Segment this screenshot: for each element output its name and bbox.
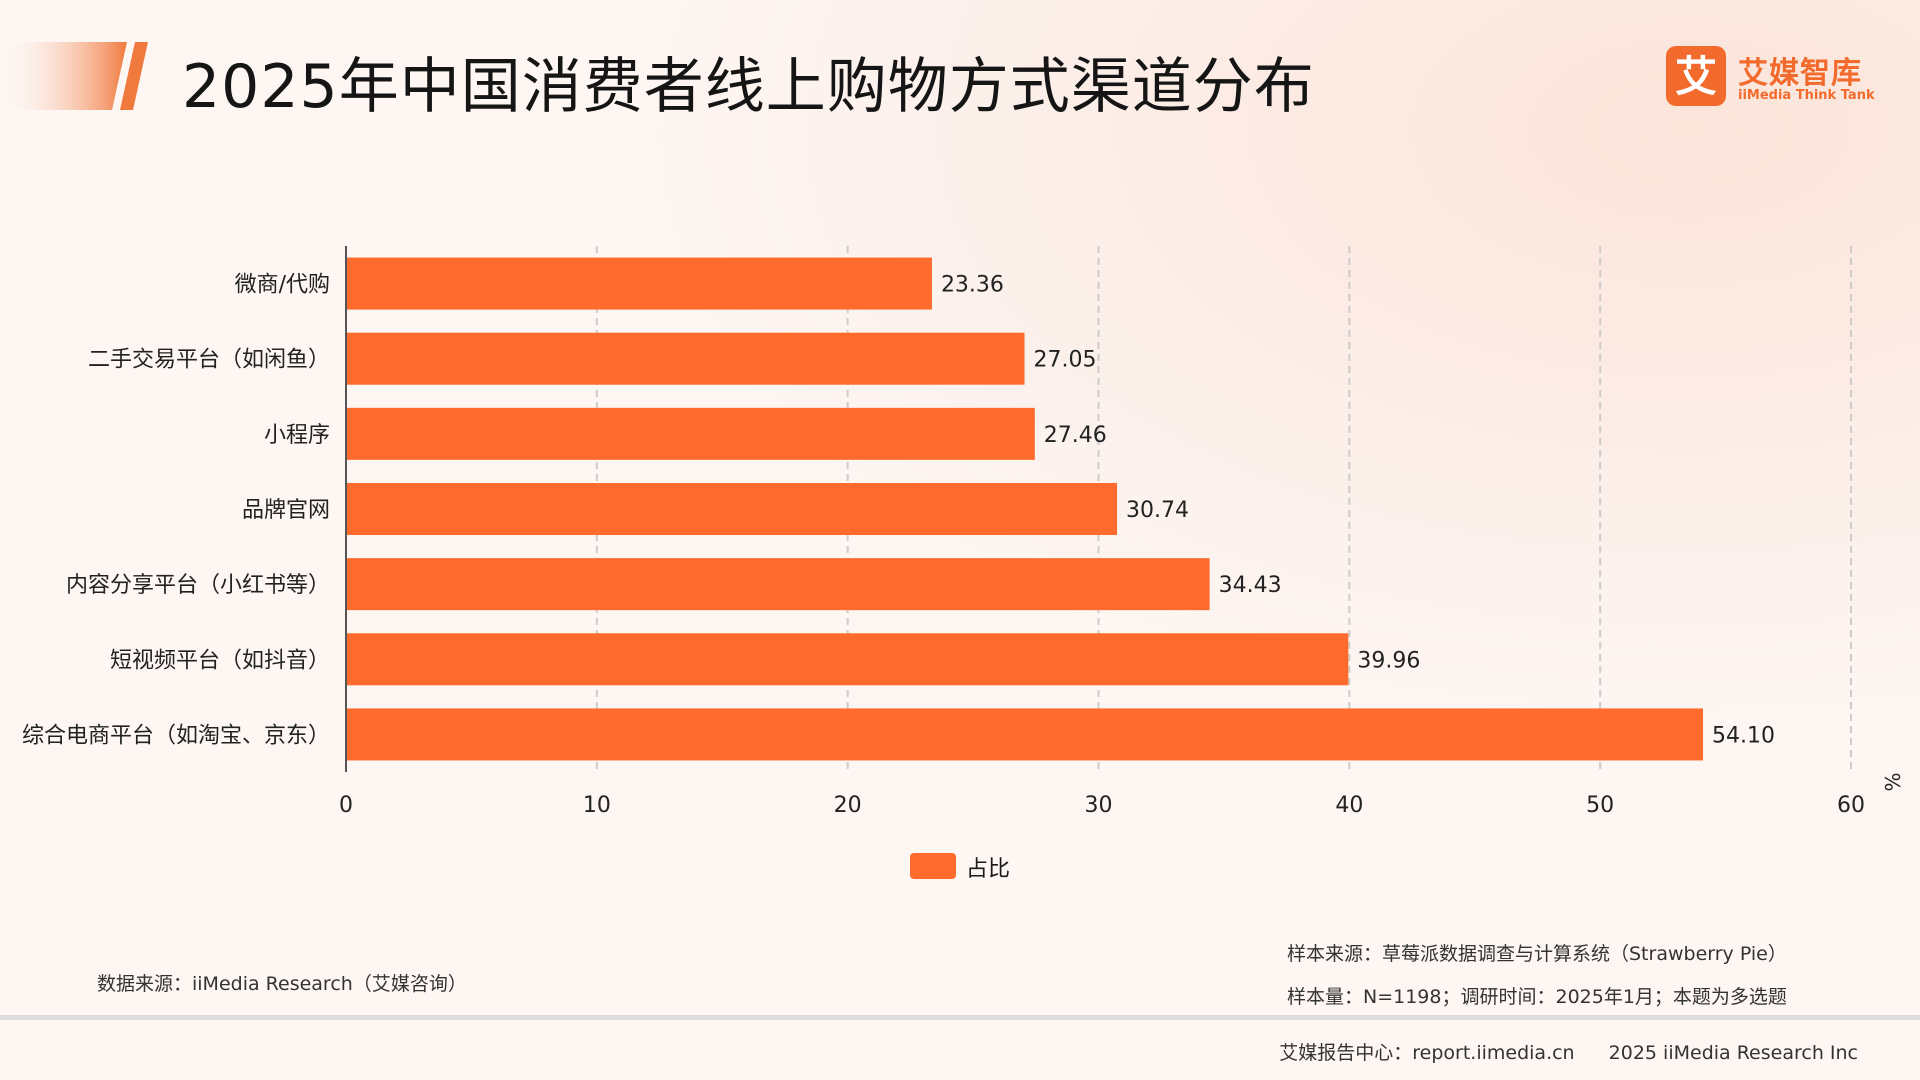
bar xyxy=(346,558,1210,611)
bar xyxy=(346,483,1118,535)
y-category-label: 短视频平台（如抖音） xyxy=(110,648,330,673)
bar xyxy=(346,633,1349,686)
logo-icon: 艾 xyxy=(1666,46,1726,106)
chart-axes: 0 10 20 30 40 50 60% 微商/代购 23.36 二手交易平台（如闲鱼） 27.05… xyxy=(22,246,1905,818)
y-category-label: 综合电商平台（如淘宝、京东） xyxy=(22,723,330,748)
axis-unit-label: % xyxy=(1881,772,1905,791)
copyright-text: 2025 iiMedia Research Inc xyxy=(1608,1042,1858,1064)
bar xyxy=(346,332,1025,385)
bar-value-label: 39.96 xyxy=(1357,648,1420,673)
data-source-note: 数据来源：iiMedia Research（艾媒咨询） xyxy=(97,973,467,995)
logo-name: 艾媒智库 xyxy=(1738,56,1862,91)
x-tick-label: 60 xyxy=(1837,793,1865,818)
brand-logo: 艾 艾媒智库 iiMedia Think Tank xyxy=(1666,46,1875,108)
y-category-label: 品牌官网 xyxy=(242,498,330,523)
report-center-link[interactable]: 艾媒报告中心：report.iimedia.cn xyxy=(1279,1042,1575,1064)
sample-size-note: 样本量：N=1198；调研时间：2025年1月；本题为多选题 xyxy=(1287,986,1787,1008)
y-category-label: 微商/代购 xyxy=(235,273,330,298)
svg-text:艾: 艾 xyxy=(1675,52,1717,101)
logo-subtitle: iiMedia Think Tank xyxy=(1738,88,1875,103)
legend-label: 占比 xyxy=(966,857,1011,882)
bar xyxy=(346,407,1035,460)
legend-swatch xyxy=(910,853,956,879)
x-tick-label: 30 xyxy=(1085,793,1113,818)
chart-bars xyxy=(346,257,1704,761)
bar-value-label: 34.43 xyxy=(1219,573,1282,598)
y-category-label: 内容分享平台（小红书等） xyxy=(66,573,330,598)
bar-value-label: 30.74 xyxy=(1126,498,1189,523)
bar-value-label: 23.36 xyxy=(941,273,1004,298)
x-tick-label: 50 xyxy=(1586,793,1614,818)
footer-divider xyxy=(0,1015,1920,1020)
x-tick-label: 10 xyxy=(583,793,611,818)
sample-source-note: 样本来源：草莓派数据调查与计算系统（Strawberry Pie） xyxy=(1287,943,1787,965)
bar-value-label: 27.05 xyxy=(1034,348,1097,373)
y-category-label: 二手交易平台（如闲鱼） xyxy=(88,348,330,373)
x-tick-label: 40 xyxy=(1335,793,1363,818)
bar xyxy=(346,708,1704,761)
page-title: 2025年中国消费者线上购物方式渠道分布 xyxy=(182,52,1315,122)
x-tick-label: 20 xyxy=(834,793,862,818)
bar-value-label: 27.46 xyxy=(1044,423,1107,448)
bar-value-label: 54.10 xyxy=(1712,723,1775,748)
page-footer: 艾媒报告中心：report.iimedia.cn 2025 iiMedia Re… xyxy=(1251,1038,1858,1065)
x-tick-label: 0 xyxy=(339,793,353,818)
title-decoration xyxy=(0,42,148,110)
bar xyxy=(346,257,932,310)
y-category-label: 小程序 xyxy=(264,423,330,448)
